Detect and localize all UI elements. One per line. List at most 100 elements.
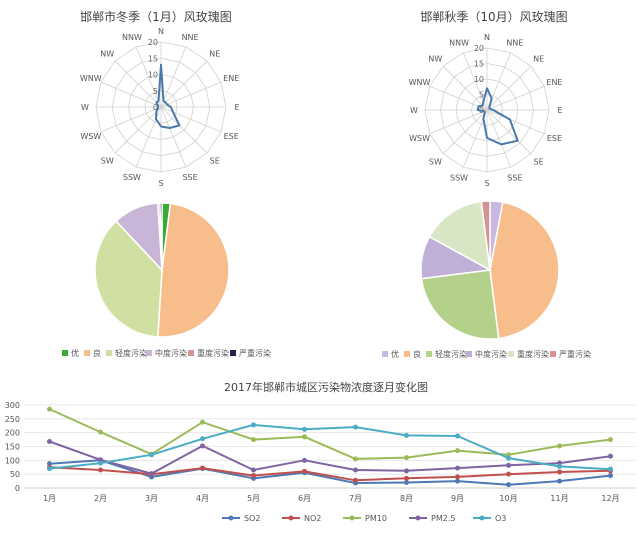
radar-spoke	[486, 65, 532, 111]
x-tick-label: 1月	[43, 494, 56, 503]
radar-chart-winter: 邯郸市冬季（1月）风玫瑰图 N NNE NE ENE E ESE SE SSE S SSW SW WSW…	[80, 9, 240, 188]
radar-spoke	[486, 109, 512, 168]
direction-label: NE	[533, 54, 544, 63]
data-point	[608, 453, 613, 459]
data-point	[200, 465, 205, 471]
series-line-o3	[49, 423, 611, 471]
direction-label: W	[410, 106, 418, 115]
legend-label: 中度污染	[475, 349, 507, 359]
data-point	[608, 437, 613, 443]
direction-label: SW	[429, 158, 442, 167]
legend-label: 严重污染	[239, 348, 271, 358]
legend-swatch	[106, 350, 112, 356]
radial-tick-label: 15	[148, 54, 158, 63]
direction-label: NNE	[182, 33, 199, 42]
direction-label: SW	[101, 157, 114, 166]
radar-spoke	[160, 81, 222, 108]
radar-spoke	[442, 109, 488, 155]
pie-slice	[420, 269, 500, 340]
direction-label: N	[484, 33, 490, 42]
direction-label: SSW	[450, 173, 468, 182]
x-tick-label: 7月	[349, 494, 362, 503]
radial-tick-label: 15	[474, 60, 484, 69]
data-point	[251, 473, 256, 479]
direction-label: S	[158, 179, 163, 188]
x-tick-label: 2月	[94, 494, 107, 503]
data-point	[200, 436, 205, 442]
chart-title: 邯郸秋季（10月）风玫瑰图	[420, 9, 567, 24]
direction-label: WSW	[409, 134, 430, 143]
data-point	[200, 419, 205, 425]
legend-label: 严重污染	[559, 349, 591, 359]
pie-slice	[428, 200, 491, 272]
legend-marker	[288, 515, 294, 521]
pie-chart-winter: 优 良 轻度污染 中度污染 重度污染 严重污染	[62, 202, 271, 358]
legend-label: 优	[71, 348, 79, 358]
y-tick-label: 300	[5, 401, 20, 410]
direction-label: SSE	[182, 173, 197, 182]
y-tick-label: 250	[5, 415, 20, 424]
data-point	[557, 443, 562, 449]
y-tick-label: 50	[10, 470, 20, 479]
data-point	[404, 432, 409, 438]
direction-label: ESE	[547, 134, 562, 143]
direction-label: ENE	[223, 74, 239, 83]
data-point	[608, 473, 613, 479]
legend-swatch	[382, 351, 388, 357]
wind-rose-series	[476, 87, 519, 146]
legend-swatch	[550, 351, 556, 357]
y-tick-label: 100	[5, 456, 20, 465]
radar-spoke	[442, 65, 488, 111]
legend-swatch	[188, 350, 194, 356]
x-tick-label: 11月	[550, 494, 568, 503]
radar-spoke	[160, 106, 208, 154]
pie-slice	[480, 200, 491, 271]
legend-label: 中度污染	[155, 348, 187, 358]
radial-tick-label: 10	[148, 71, 158, 80]
pie-chart-autumn: 优 良 轻度污染 中度污染 重度污染 严重污染	[382, 200, 591, 359]
data-point	[557, 463, 562, 469]
data-point	[455, 465, 460, 471]
radial-tick-label: 20	[148, 38, 158, 47]
direction-label: SSE	[507, 173, 522, 182]
radar-spoke	[160, 106, 222, 133]
data-point	[251, 467, 256, 473]
legend-swatch	[404, 351, 410, 357]
data-point	[47, 461, 52, 467]
x-tick-label: 5月	[247, 494, 260, 503]
data-point	[149, 452, 154, 458]
pie-slice	[94, 220, 163, 338]
legend-label: 优	[391, 349, 399, 359]
data-point	[98, 460, 103, 466]
legend-marker	[479, 515, 485, 521]
radial-tick-label: 20	[474, 44, 484, 53]
direction-label: NW	[428, 54, 442, 63]
legend-marker	[415, 515, 421, 521]
legend-label: 重度污染	[197, 348, 229, 358]
data-point	[557, 478, 562, 484]
direction-label: NE	[209, 49, 220, 58]
direction-label: NW	[100, 49, 114, 58]
line-chart-monthly: 2017年邯郸市城区污染物浓度逐月变化图 0 50 100 150 200 250 300 1月…	[5, 380, 636, 523]
series-line-pm25	[49, 440, 611, 475]
legend-swatch	[62, 350, 68, 356]
data-point	[47, 406, 52, 412]
radar-spoke	[160, 60, 208, 108]
data-point	[251, 422, 256, 428]
legend-swatch	[508, 351, 514, 357]
direction-label: SE	[210, 157, 220, 166]
legend-label: O3	[495, 514, 506, 523]
direction-label: WSW	[80, 132, 101, 141]
radar-spoke	[100, 81, 162, 108]
legend-swatch	[466, 351, 472, 357]
series-line-pm10	[49, 408, 611, 460]
data-point	[404, 475, 409, 481]
legend-swatch	[230, 350, 236, 356]
radar-spoke	[429, 109, 488, 135]
data-point	[608, 466, 613, 472]
data-point	[455, 448, 460, 454]
data-point	[302, 468, 307, 474]
radar-spoke	[486, 85, 545, 111]
direction-label: SSW	[123, 173, 141, 182]
data-point	[404, 468, 409, 474]
